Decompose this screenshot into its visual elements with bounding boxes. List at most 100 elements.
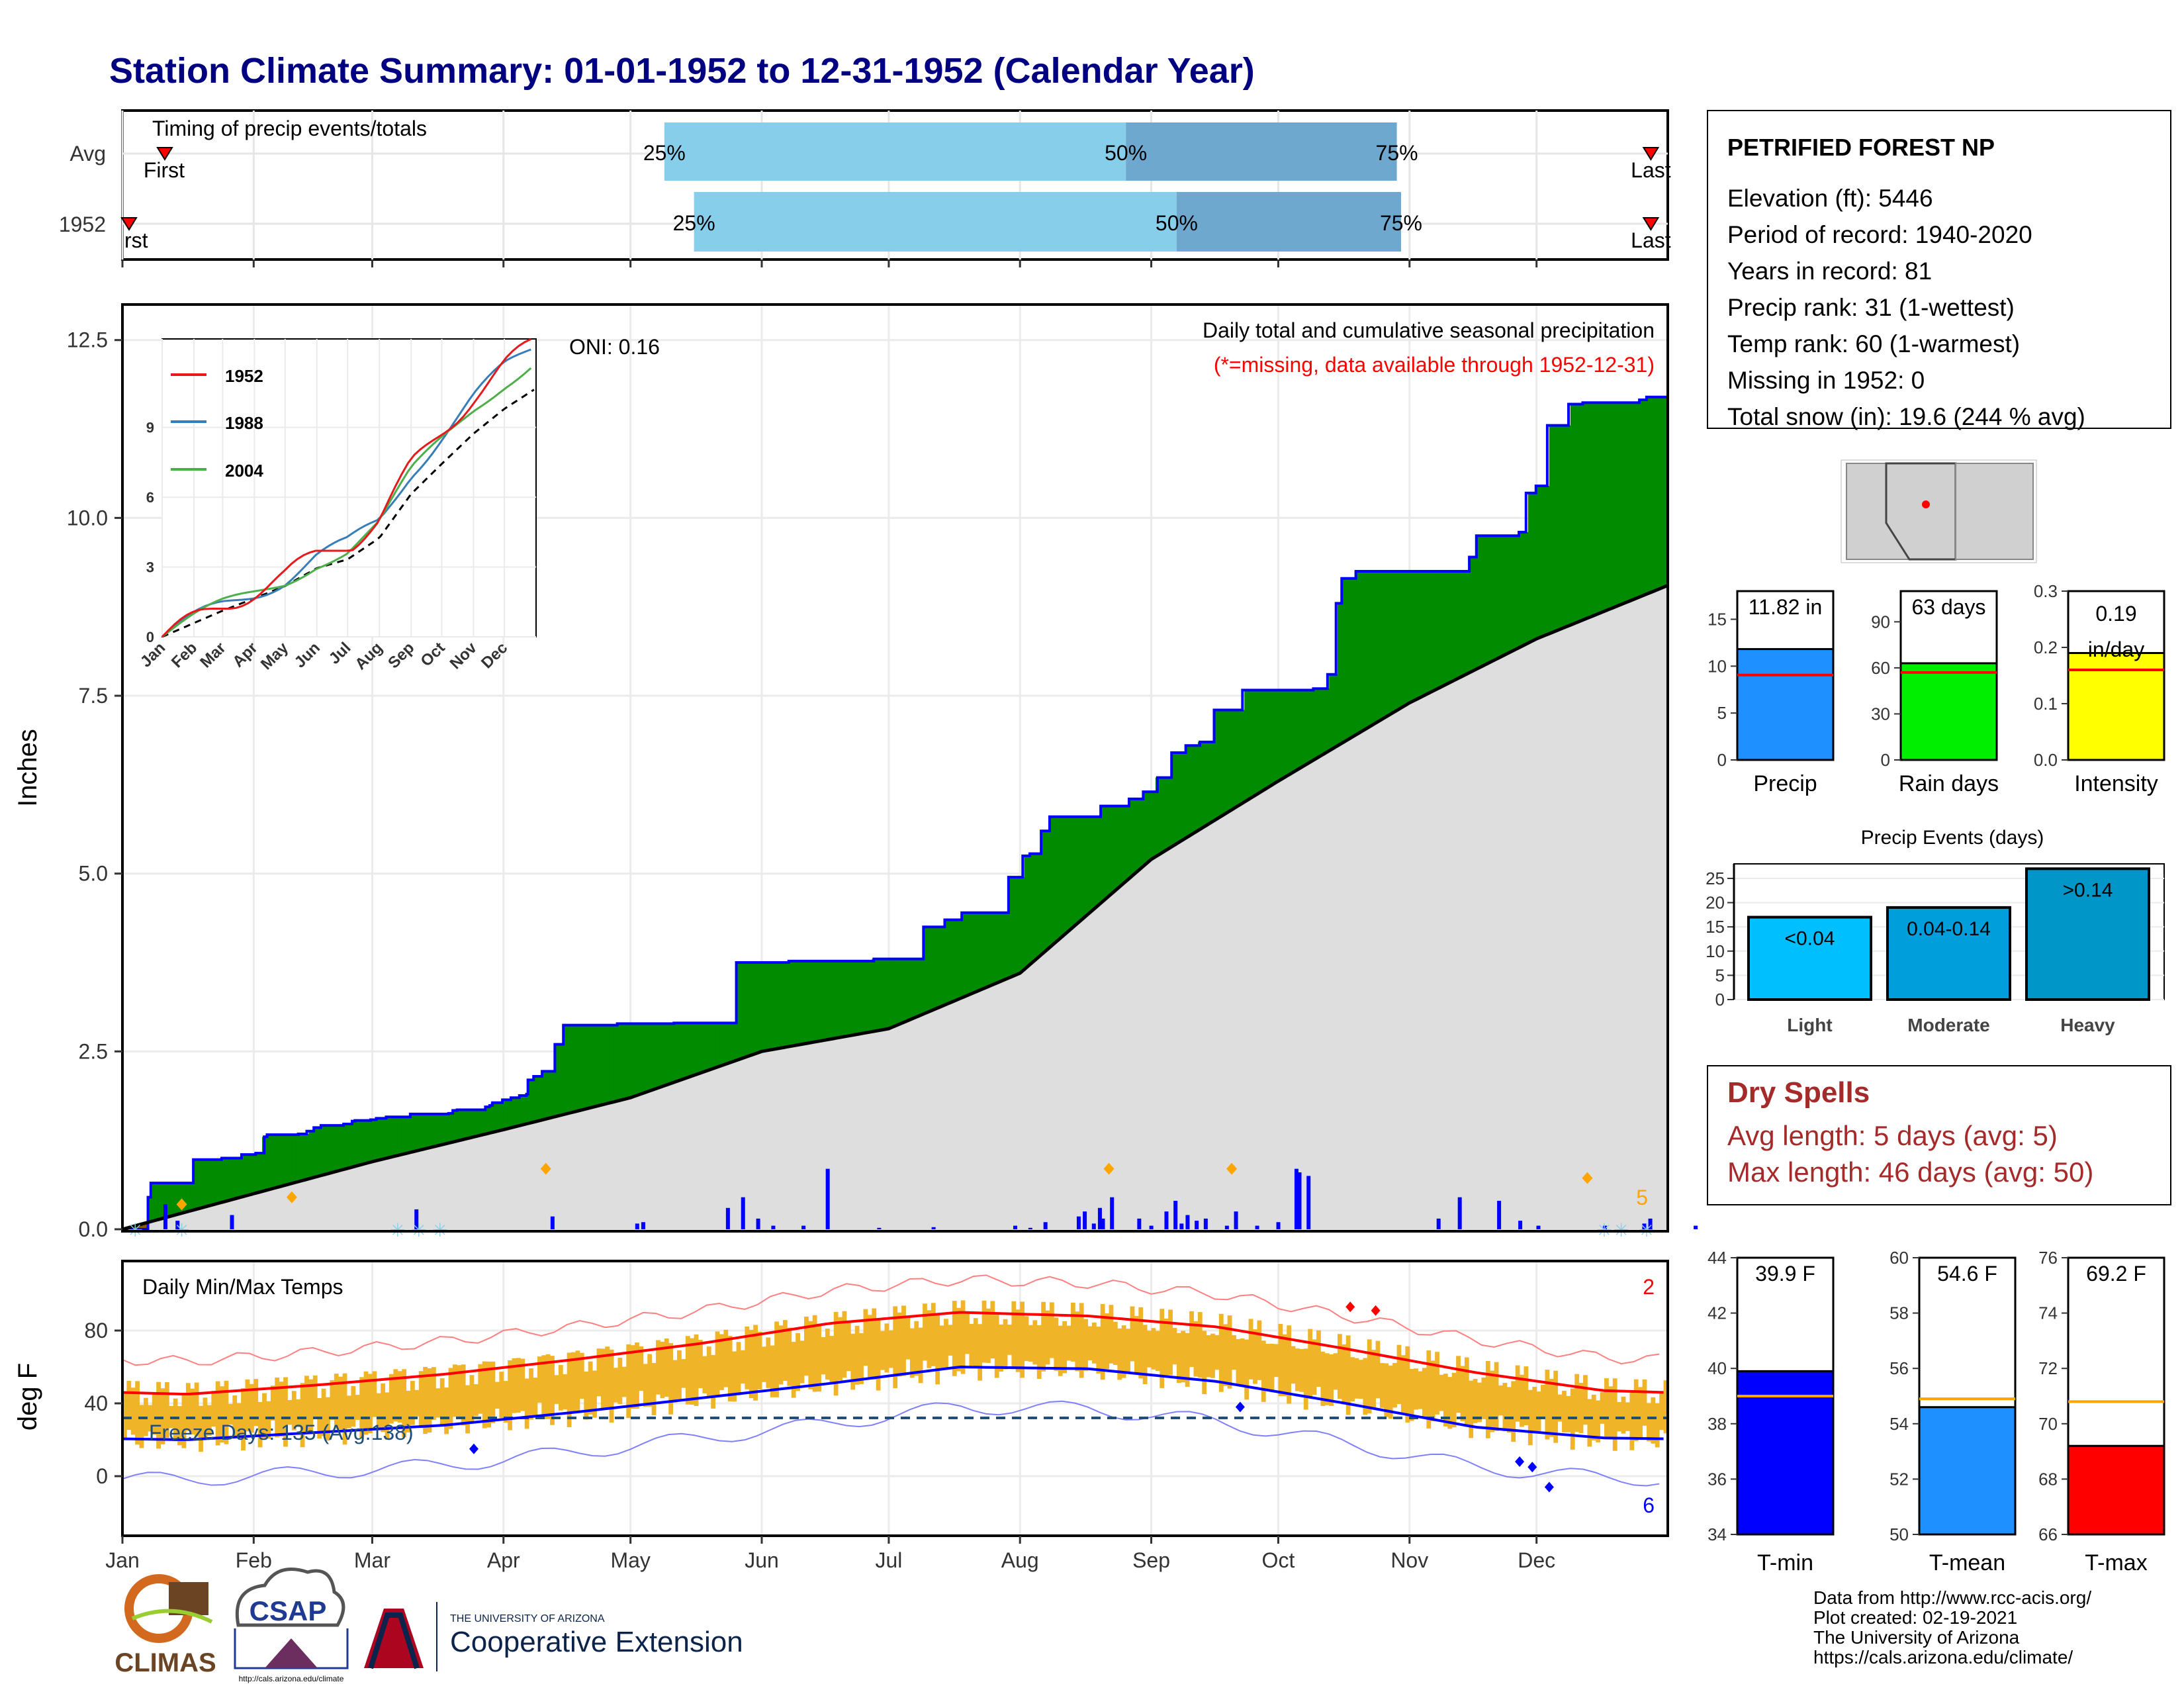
above-avg-fill <box>1075 816 1080 924</box>
daily-temp-bar <box>1232 1335 1236 1370</box>
daily-temp-bar <box>563 1374 568 1410</box>
above-avg-fill <box>1621 402 1626 604</box>
daily-temp-bar <box>973 1318 978 1368</box>
record-low-marker <box>1527 1462 1537 1473</box>
daily-precip-bar <box>550 1216 555 1229</box>
above-avg-fill <box>435 1113 441 1146</box>
record-low-marker <box>1515 1456 1525 1467</box>
daily-precip-bar <box>635 1223 639 1229</box>
daily-temp-bar <box>1028 1325 1033 1362</box>
daily-temp-bar <box>393 1369 398 1422</box>
above-avg-fill <box>397 1117 402 1155</box>
above-avg-fill <box>1506 536 1512 653</box>
daily-temp-bar <box>444 1387 449 1434</box>
above-avg-fill <box>1477 536 1482 668</box>
inset-ytick: 9 <box>146 420 154 436</box>
daily-temp-bar <box>1502 1383 1508 1431</box>
above-avg-fill <box>1422 571 1427 696</box>
footer-line: https://cals.arizona.edu/climate/ <box>1813 1647 2073 1667</box>
temp-bar-name: T-max <box>2085 1550 2147 1575</box>
above-avg-fill <box>326 1125 331 1174</box>
oni-label: ONI: 0.16 <box>569 335 660 359</box>
daily-temp-bar <box>439 1378 445 1427</box>
events-bar-light <box>1747 915 1872 1002</box>
temp-label: Daily Min/Max Temps <box>142 1275 343 1299</box>
daily-temp-bar <box>1087 1326 1093 1361</box>
daily-precip-bar <box>1276 1222 1281 1229</box>
daily-temp-bar <box>994 1315 999 1378</box>
above-avg-fill <box>1469 557 1474 673</box>
daily-temp-bar <box>635 1342 639 1409</box>
daily-temp-bar <box>1379 1363 1385 1408</box>
daily-temp-bar <box>745 1326 750 1389</box>
above-avg-fill <box>960 912 966 998</box>
daily-precip-bar <box>641 1222 645 1229</box>
daily-temp-bar <box>685 1336 690 1405</box>
daily-temp-bar <box>1345 1335 1351 1415</box>
daily-temp-bar <box>799 1340 805 1383</box>
daily-temp-bar <box>927 1310 932 1368</box>
station-line: Precip rank: 31 (1-wettest) <box>1727 294 2015 321</box>
daily-temp-bar <box>1557 1394 1563 1422</box>
daily-temp-bar <box>245 1379 250 1432</box>
above-avg-fill <box>1126 806 1131 880</box>
daily-temp-bar <box>1392 1362 1397 1408</box>
above-avg-fill <box>854 961 860 1035</box>
precip-frame <box>121 303 1669 1233</box>
month-label: Aug <box>1001 1548 1039 1572</box>
station-name: PETRIFIED FOREST NP <box>1727 134 1995 161</box>
daily-temp-bar <box>461 1364 466 1426</box>
daily-temp-bar <box>1384 1363 1389 1417</box>
above-avg-fill <box>719 1023 725 1066</box>
dry-spells-title: Dry Spells <box>1727 1076 1870 1109</box>
above-avg-fill <box>199 1159 204 1208</box>
daily-temp-bar <box>1105 1313 1109 1370</box>
above-avg-fill <box>291 1135 296 1183</box>
daily-temp-bar <box>1608 1386 1614 1440</box>
daily-temp-bar <box>300 1383 305 1448</box>
daily-temp-bar <box>918 1327 923 1383</box>
above-avg-fill <box>803 961 809 1044</box>
above-avg-fill <box>1384 571 1389 717</box>
events-title: Precip Events (days) <box>1861 827 2044 849</box>
daily-temp-bar <box>990 1301 995 1359</box>
inset-line-2004 <box>161 367 532 638</box>
temp-y-axis: 0 40 80 <box>84 1319 122 1488</box>
above-avg-fill <box>1130 798 1135 876</box>
above-avg-fill <box>211 1159 216 1205</box>
daily-temp-bar <box>1511 1381 1516 1442</box>
daily-temp-bar <box>211 1391 216 1427</box>
daily-temp-bar <box>579 1352 584 1399</box>
above-avg-fill <box>1045 831 1050 950</box>
above-avg-fill <box>1532 492 1537 640</box>
mini-bar-name: Intensity <box>2074 771 2158 796</box>
inset-line-1952 <box>161 338 531 638</box>
daily-precip-bar <box>1076 1216 1081 1229</box>
station-line: Years in record: 81 <box>1727 258 1932 285</box>
above-avg-fill <box>1028 853 1034 964</box>
daily-precip-bar <box>163 1204 167 1229</box>
daily-temp-bar <box>651 1362 657 1416</box>
timing-1952-q3-bar <box>1176 192 1401 252</box>
daily-temp-bar <box>876 1319 881 1391</box>
daily-temp-bar <box>524 1378 529 1429</box>
above-avg-fill <box>300 1134 305 1181</box>
above-avg-fill <box>880 959 886 1030</box>
above-avg-fill <box>1062 816 1068 935</box>
events-tick-label: 25 <box>1706 868 1725 888</box>
above-avg-fill <box>897 959 902 1025</box>
daily-temp-bar <box>275 1378 280 1438</box>
avg-first-marker <box>156 147 173 161</box>
daily-temp-bar <box>850 1333 856 1390</box>
daily-temp-bar <box>1451 1372 1457 1428</box>
above-avg-fill <box>715 1023 720 1068</box>
daily-temp-bar <box>1371 1350 1376 1408</box>
mini-bar-tick-label: 60 <box>1871 658 1890 678</box>
station-info-box: PETRIFIED FOREST NP Elevation (ft): 5446… <box>1707 110 2171 430</box>
timing-row-avg: Avg <box>69 142 106 165</box>
daily-temp-bar <box>177 1406 182 1446</box>
daily-temp-bar <box>948 1325 953 1356</box>
above-avg-fill <box>372 1119 377 1162</box>
daily-temp-bar <box>1003 1319 1008 1370</box>
temp-bar-t-mean: 54.6 F 50 52 54 56 58 60 T-mean <box>1889 1248 2017 1575</box>
